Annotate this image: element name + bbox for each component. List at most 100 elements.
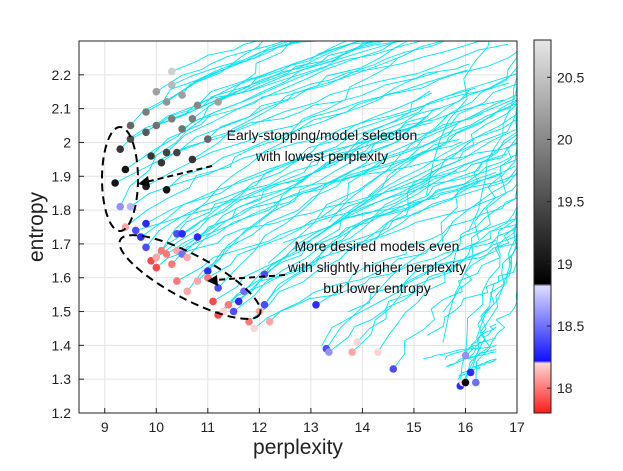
trajectory-line xyxy=(197,121,433,238)
y-tick-label: 1.7 xyxy=(52,236,72,252)
y-tick-label: 1.8 xyxy=(52,202,72,218)
y-tick-label: 1.2 xyxy=(52,405,72,421)
data-point xyxy=(193,101,202,110)
data-point xyxy=(466,368,475,377)
early-stopping-ellipse xyxy=(101,126,139,232)
data-point xyxy=(472,378,480,387)
trajectory-line xyxy=(320,72,518,218)
trajectory-line xyxy=(145,87,476,248)
data-point xyxy=(250,324,258,333)
data-point xyxy=(111,179,119,187)
trajectory-line xyxy=(322,94,518,233)
plot-frame xyxy=(78,40,518,414)
trajectory-line xyxy=(176,141,463,252)
data-point xyxy=(193,233,202,241)
trajectory-line xyxy=(166,69,468,191)
y-tick-label: 2.1 xyxy=(52,101,72,117)
colorbar-tick-label: 20 xyxy=(557,131,573,147)
annotation-lower-entropy-line-2: with slightly higher perplexity xyxy=(287,259,466,275)
data-point xyxy=(461,351,470,360)
data-point xyxy=(178,230,186,238)
trajectory-line xyxy=(130,82,510,208)
trajectory-line xyxy=(367,94,518,197)
trajectory-line xyxy=(467,65,518,233)
x-tick-label: 14 xyxy=(355,419,371,435)
data-point xyxy=(461,378,470,387)
annotation-lower-entropy-line-1: More desired models even xyxy=(295,238,460,254)
trajectory-line xyxy=(264,110,518,306)
data-point xyxy=(116,145,124,153)
data-point xyxy=(152,253,161,262)
annotations: Early-stopping/model selection with lowe… xyxy=(101,126,466,320)
data-point xyxy=(157,158,166,167)
trajectory-line xyxy=(442,133,518,344)
annotation-lower-entropy-line-3: but lower entropy xyxy=(323,280,430,296)
data-point xyxy=(162,98,171,106)
trajectory-line xyxy=(264,172,503,275)
x-tick-label: 13 xyxy=(303,419,319,435)
x-tick-label: 16 xyxy=(458,419,474,435)
data-point xyxy=(204,267,212,275)
trajectory-line xyxy=(445,351,497,368)
trajectory-line xyxy=(440,103,518,242)
annotation-early-stopping-line-1: Early-stopping/model selection xyxy=(227,127,418,143)
data-point xyxy=(173,277,181,285)
data-point xyxy=(374,348,382,356)
trajectory-line xyxy=(444,337,497,360)
trajectory-line xyxy=(186,115,427,292)
y-tick-label: 2.2 xyxy=(52,67,72,83)
trajectory-line xyxy=(243,110,518,292)
data-point xyxy=(234,297,243,306)
data-point xyxy=(168,81,176,89)
trajectory-line xyxy=(222,167,518,312)
data-point xyxy=(147,152,155,160)
colorbar-ticks: 18 18.5 19 19.5 20 20.5 xyxy=(547,69,584,396)
trajectory-line xyxy=(156,170,458,268)
data-point xyxy=(162,250,171,258)
y-tick-label: 2 xyxy=(63,134,71,150)
trajectory-line xyxy=(457,358,497,380)
data-point xyxy=(168,67,176,76)
trajectory-line xyxy=(140,66,518,238)
data-point xyxy=(183,253,191,262)
trajectory-line xyxy=(392,217,518,370)
data-point xyxy=(142,243,150,252)
data-point xyxy=(265,317,274,326)
trajectory-line xyxy=(377,198,518,353)
data-point xyxy=(126,135,135,143)
y-tick-label: 1.3 xyxy=(52,371,72,387)
trajectory-line xyxy=(207,153,494,279)
trajectory-line xyxy=(313,142,518,246)
colorbar-tick-label: 18.5 xyxy=(557,318,584,334)
trajectory-line xyxy=(253,239,497,329)
trajectory-line xyxy=(181,113,483,235)
data-point xyxy=(162,148,171,157)
data-point xyxy=(152,263,161,272)
trajectory-line xyxy=(161,58,398,251)
trajectory-line xyxy=(176,158,518,282)
trajectory-line xyxy=(315,191,518,306)
data-point xyxy=(126,202,135,211)
data-point xyxy=(173,230,181,238)
trajectory-line xyxy=(186,67,518,258)
data-point xyxy=(116,202,124,211)
colorbar-tick-label: 20.5 xyxy=(557,69,584,85)
data-point xyxy=(188,115,197,123)
trajectory-line xyxy=(248,165,516,323)
trajectory-line xyxy=(321,214,518,347)
trajectory-line xyxy=(217,89,471,289)
data-point xyxy=(126,121,135,130)
trajectory-line xyxy=(119,40,382,150)
data-point xyxy=(193,277,202,285)
x-tick-label: 17 xyxy=(509,419,525,435)
trajectory-line xyxy=(442,215,518,313)
data-point xyxy=(325,348,333,356)
x-axis-label: perplexity xyxy=(253,436,343,459)
trajectory-line xyxy=(181,40,517,130)
trajectory-line xyxy=(347,237,518,313)
trajectory-line xyxy=(156,107,440,258)
colorbar-tick-label: 18 xyxy=(557,380,573,396)
trajectory-line xyxy=(464,323,497,358)
x-tick-label: 15 xyxy=(406,419,422,435)
colorbar xyxy=(533,39,552,414)
